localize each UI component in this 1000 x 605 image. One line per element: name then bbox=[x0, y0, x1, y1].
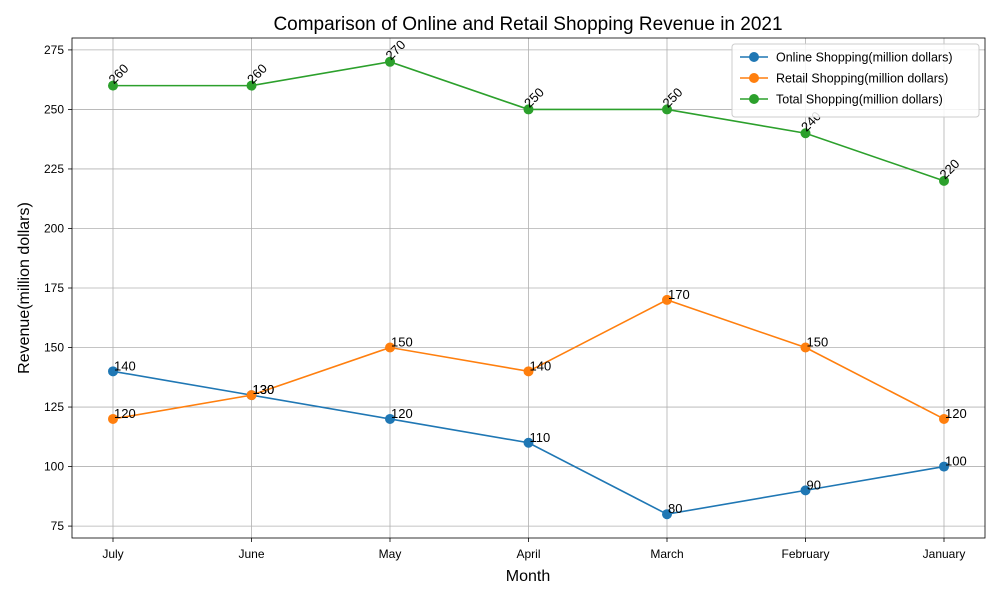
online-shopping-data-label: 140 bbox=[114, 358, 136, 373]
y-tick-label: 250 bbox=[44, 102, 64, 116]
retail-shopping-data-label: 140 bbox=[530, 358, 552, 373]
online-shopping-data-label: 130 bbox=[253, 382, 275, 397]
online-shopping-point bbox=[523, 437, 534, 448]
retail-shopping-point bbox=[108, 413, 118, 424]
retail-shopping-data-label: 150 bbox=[807, 335, 829, 350]
total-shopping-point bbox=[523, 104, 534, 115]
y-tick-label: 225 bbox=[44, 162, 64, 176]
y-tick-label: 125 bbox=[44, 400, 64, 414]
chart-title: Comparison of Online and Retail Shopping… bbox=[273, 14, 782, 35]
x-axis-label: Month bbox=[506, 568, 550, 585]
axes: July June May April March February January 75 10… bbox=[44, 37, 986, 561]
retail-shopping-point bbox=[385, 342, 395, 353]
legend-label-online-shopping: Online Shopping(million dollars) bbox=[776, 51, 952, 65]
y-tick-label: 200 bbox=[44, 221, 64, 235]
y-tick-label: 100 bbox=[44, 460, 64, 474]
retail-shopping-point bbox=[523, 366, 534, 377]
series-group bbox=[108, 56, 949, 520]
retail-shopping-point bbox=[246, 390, 257, 401]
grid bbox=[72, 38, 985, 538]
legend-box bbox=[731, 43, 980, 118]
y-tick-label: 75 bbox=[51, 519, 65, 533]
retail-shopping-data-label: 120 bbox=[945, 406, 967, 421]
total-shopping-point bbox=[385, 56, 395, 67]
online-shopping-data-label: 110 bbox=[530, 430, 551, 445]
online-shopping-point bbox=[800, 485, 811, 496]
y-tick-label: 175 bbox=[44, 281, 64, 295]
retail-shopping-data-label: 120 bbox=[114, 406, 136, 421]
y-tick-label: 275 bbox=[44, 43, 64, 57]
legend: Online Shopping(million dollars) Retail S… bbox=[731, 43, 980, 118]
retail-shopping-data-label: 170 bbox=[668, 287, 690, 302]
online-shopping-data-label: 120 bbox=[391, 406, 413, 421]
total-shopping-point bbox=[939, 175, 949, 186]
online-shopping-data-label: 90 bbox=[807, 477, 821, 492]
x-tick-label: June bbox=[238, 547, 264, 561]
online-shopping-point bbox=[385, 413, 395, 424]
legend-label-retail-shopping: Retail Shopping(million dollars) bbox=[776, 72, 948, 86]
x-tick-label: February bbox=[781, 547, 829, 561]
series-total-shopping bbox=[108, 56, 949, 186]
total-shopping-point bbox=[662, 104, 672, 115]
y-tick-label: 150 bbox=[44, 341, 64, 355]
retail-shopping-point bbox=[800, 342, 811, 353]
online-shopping-data-label: 80 bbox=[668, 501, 682, 516]
total-shopping-point bbox=[800, 128, 811, 139]
retail-shopping-data-label: 130 bbox=[253, 382, 275, 397]
legend-marker-retail-shopping bbox=[749, 73, 759, 83]
series-retail-shopping bbox=[108, 294, 949, 424]
online-shopping-point bbox=[939, 461, 949, 472]
retail-shopping-data-label: 150 bbox=[391, 335, 413, 350]
y-axis-label: Revenue(million dollars) bbox=[16, 202, 33, 374]
legend-marker-total-shopping bbox=[749, 94, 759, 104]
legend-label-total-shopping: Total Shopping(million dollars) bbox=[776, 93, 943, 107]
x-tick-label: May bbox=[379, 547, 402, 561]
retail-shopping-point bbox=[662, 294, 672, 305]
x-tick-label: July bbox=[102, 547, 123, 561]
legend-marker-online-shopping bbox=[749, 52, 759, 62]
total-shopping-point bbox=[108, 80, 118, 91]
retail-shopping-point bbox=[939, 413, 949, 424]
online-shopping-point bbox=[108, 366, 118, 377]
online-shopping-data-label: 100 bbox=[945, 454, 967, 469]
online-shopping-point bbox=[662, 509, 672, 520]
x-tick-label: March bbox=[650, 547, 683, 561]
total-shopping-point bbox=[246, 80, 257, 91]
x-tick-label: January bbox=[923, 547, 966, 561]
x-tick-label: April bbox=[516, 547, 540, 561]
